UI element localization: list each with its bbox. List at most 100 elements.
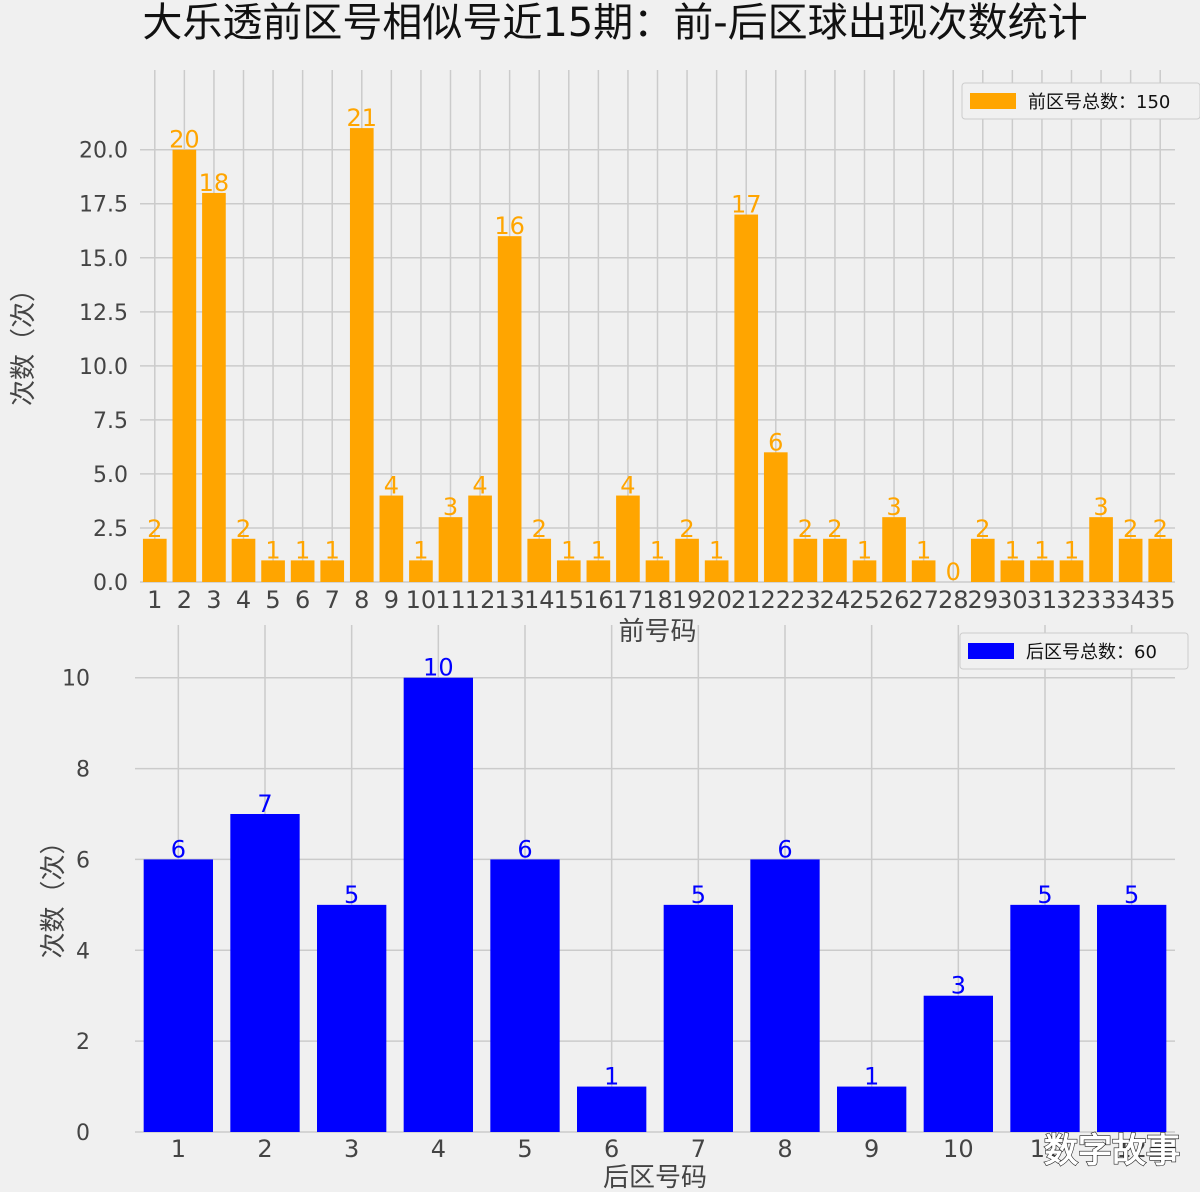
front-bar-value-label: 1 — [561, 536, 576, 564]
x-tick-label: 28 — [938, 586, 969, 614]
front-bar — [793, 538, 818, 582]
x-tick-label: 11 — [435, 586, 466, 614]
front-bar — [231, 538, 256, 582]
back-bar — [750, 859, 820, 1132]
x-axis-label: 后区号码 — [603, 1163, 707, 1192]
y-tick-label: 2.5 — [93, 517, 128, 542]
x-tick-label: 20 — [701, 586, 732, 614]
y-tick-label: 20.0 — [79, 139, 128, 164]
x-tick-label: 17 — [613, 586, 644, 614]
x-tick-label: 4 — [431, 1135, 446, 1163]
front-bar — [202, 192, 226, 582]
front-bar-value-label: 1 — [916, 536, 931, 564]
back-bar-value-label: 5 — [691, 881, 706, 909]
x-tick-label: 6 — [295, 586, 310, 614]
front-bar-value-label: 1 — [857, 536, 872, 564]
front-bar-value-label: 1 — [1064, 536, 1079, 564]
y-tick-label: 0 — [76, 1121, 90, 1146]
y-tick-label: 15.0 — [79, 247, 128, 272]
front-bar-value-label: 18 — [199, 169, 230, 197]
x-tick-label: 9 — [384, 586, 399, 614]
x-tick-label: 5 — [265, 586, 280, 614]
legend-box — [961, 82, 1200, 120]
front-bar-value-label: 2 — [679, 515, 694, 543]
back-bar — [1097, 904, 1167, 1132]
back-bar-value-label: 1 — [604, 1063, 619, 1091]
front-bar-value-label: 2 — [827, 515, 842, 543]
y-tick-label: 10 — [62, 667, 90, 692]
front-bar-value-label: 2 — [236, 515, 251, 543]
front-bar-value-label: 1 — [1005, 536, 1020, 564]
front-bar — [142, 538, 167, 582]
front-bar-value-label: 2 — [147, 515, 162, 543]
back-bar-value-label: 10 — [423, 654, 454, 682]
front-bar-value-label: 1 — [709, 536, 724, 564]
front-bar — [409, 560, 433, 582]
front-bar — [704, 560, 729, 582]
x-tick-label: 16 — [583, 586, 614, 614]
front-bar — [261, 560, 285, 582]
front-bar — [349, 128, 374, 583]
front-bar-value-label: 0 — [946, 558, 961, 586]
y-tick-label: 0.0 — [93, 571, 128, 596]
x-tick-label: 7 — [691, 1135, 706, 1163]
front-bar-value-label: 16 — [494, 212, 525, 240]
x-tick-label: 10 — [943, 1135, 974, 1163]
x-tick-label: 12 — [465, 586, 496, 614]
front-bar — [763, 452, 788, 582]
front-bar-value-label: 2 — [1123, 515, 1138, 543]
front-bar-value-label: 3 — [1093, 493, 1108, 521]
x-tick-label: 5 — [517, 1135, 532, 1163]
front-bar-value-label: 1 — [265, 536, 280, 564]
back-bar — [577, 1086, 647, 1132]
x-tick-label: 14 — [524, 586, 555, 614]
front-bar-value-label: 4 — [620, 472, 635, 500]
x-tick-label: 32 — [1056, 586, 1087, 614]
x-tick-label: 29 — [968, 586, 999, 614]
front-bar-value-label: 4 — [472, 472, 487, 500]
legend-label: 前区号总数：150 — [1028, 92, 1170, 113]
back-zone-chart: 0 2 4 6 8 10 6 1 7 2 5 3 10 4 6 5 1 6 5 7 6 8 1 9 3 10 5 11 5 12 后区号码 次… — [39, 625, 1189, 1192]
x-tick-label: 31 — [1027, 586, 1058, 614]
y-tick-label: 5.0 — [93, 463, 128, 488]
back-bar — [663, 904, 733, 1132]
front-bar — [970, 538, 995, 582]
y-tick-label: 4 — [76, 939, 90, 964]
back-bar-value-label: 1 — [864, 1063, 879, 1091]
x-tick-label: 1 — [147, 586, 162, 614]
watermark: 数字故事 — [1044, 1131, 1180, 1171]
x-tick-label: 8 — [777, 1135, 792, 1163]
front-bar-value-label: 4 — [384, 472, 399, 500]
x-tick-label: 21 — [731, 586, 762, 614]
x-tick-label: 3 — [206, 586, 221, 614]
x-tick-label: 12 — [1116, 1135, 1147, 1163]
front-bar-value-label: 1 — [413, 536, 428, 564]
front-bar — [527, 538, 552, 582]
front-bar-value-label: 2 — [798, 515, 813, 543]
front-bar-value-label: 2 — [1153, 515, 1168, 543]
front-bar — [497, 236, 522, 582]
legend-swatch — [970, 93, 1016, 109]
x-tick-label: 27 — [908, 586, 939, 614]
chart-title: 大乐透前区号相似号近15期：前-后区球出现次数统计 — [142, 0, 1087, 46]
front-bar — [556, 560, 581, 582]
front-bar-value-label: 1 — [650, 536, 665, 564]
front-bar-value-label: 1 — [325, 536, 340, 564]
front-bar — [616, 495, 640, 582]
x-tick-label: 9 — [864, 1135, 879, 1163]
x-tick-label: 15 — [554, 586, 585, 614]
front-zone-chart: 0.02.55.07.510.012.515.017.520.021202183… — [9, 70, 1200, 647]
front-bar — [438, 517, 463, 582]
y-tick-label: 12.5 — [79, 301, 128, 326]
front-bar — [586, 560, 611, 582]
front-bar — [645, 560, 670, 582]
x-tick-label: 18 — [642, 586, 673, 614]
x-tick-label: 30 — [997, 586, 1028, 614]
front-bar — [320, 560, 345, 582]
y-tick-label: 7.5 — [93, 409, 128, 434]
front-bar — [882, 517, 906, 582]
y-tick-label: 2 — [76, 1030, 90, 1055]
front-bar-value-label: 2 — [532, 515, 547, 543]
back-bar — [143, 859, 213, 1132]
back-bar-value-label: 5 — [344, 881, 359, 909]
